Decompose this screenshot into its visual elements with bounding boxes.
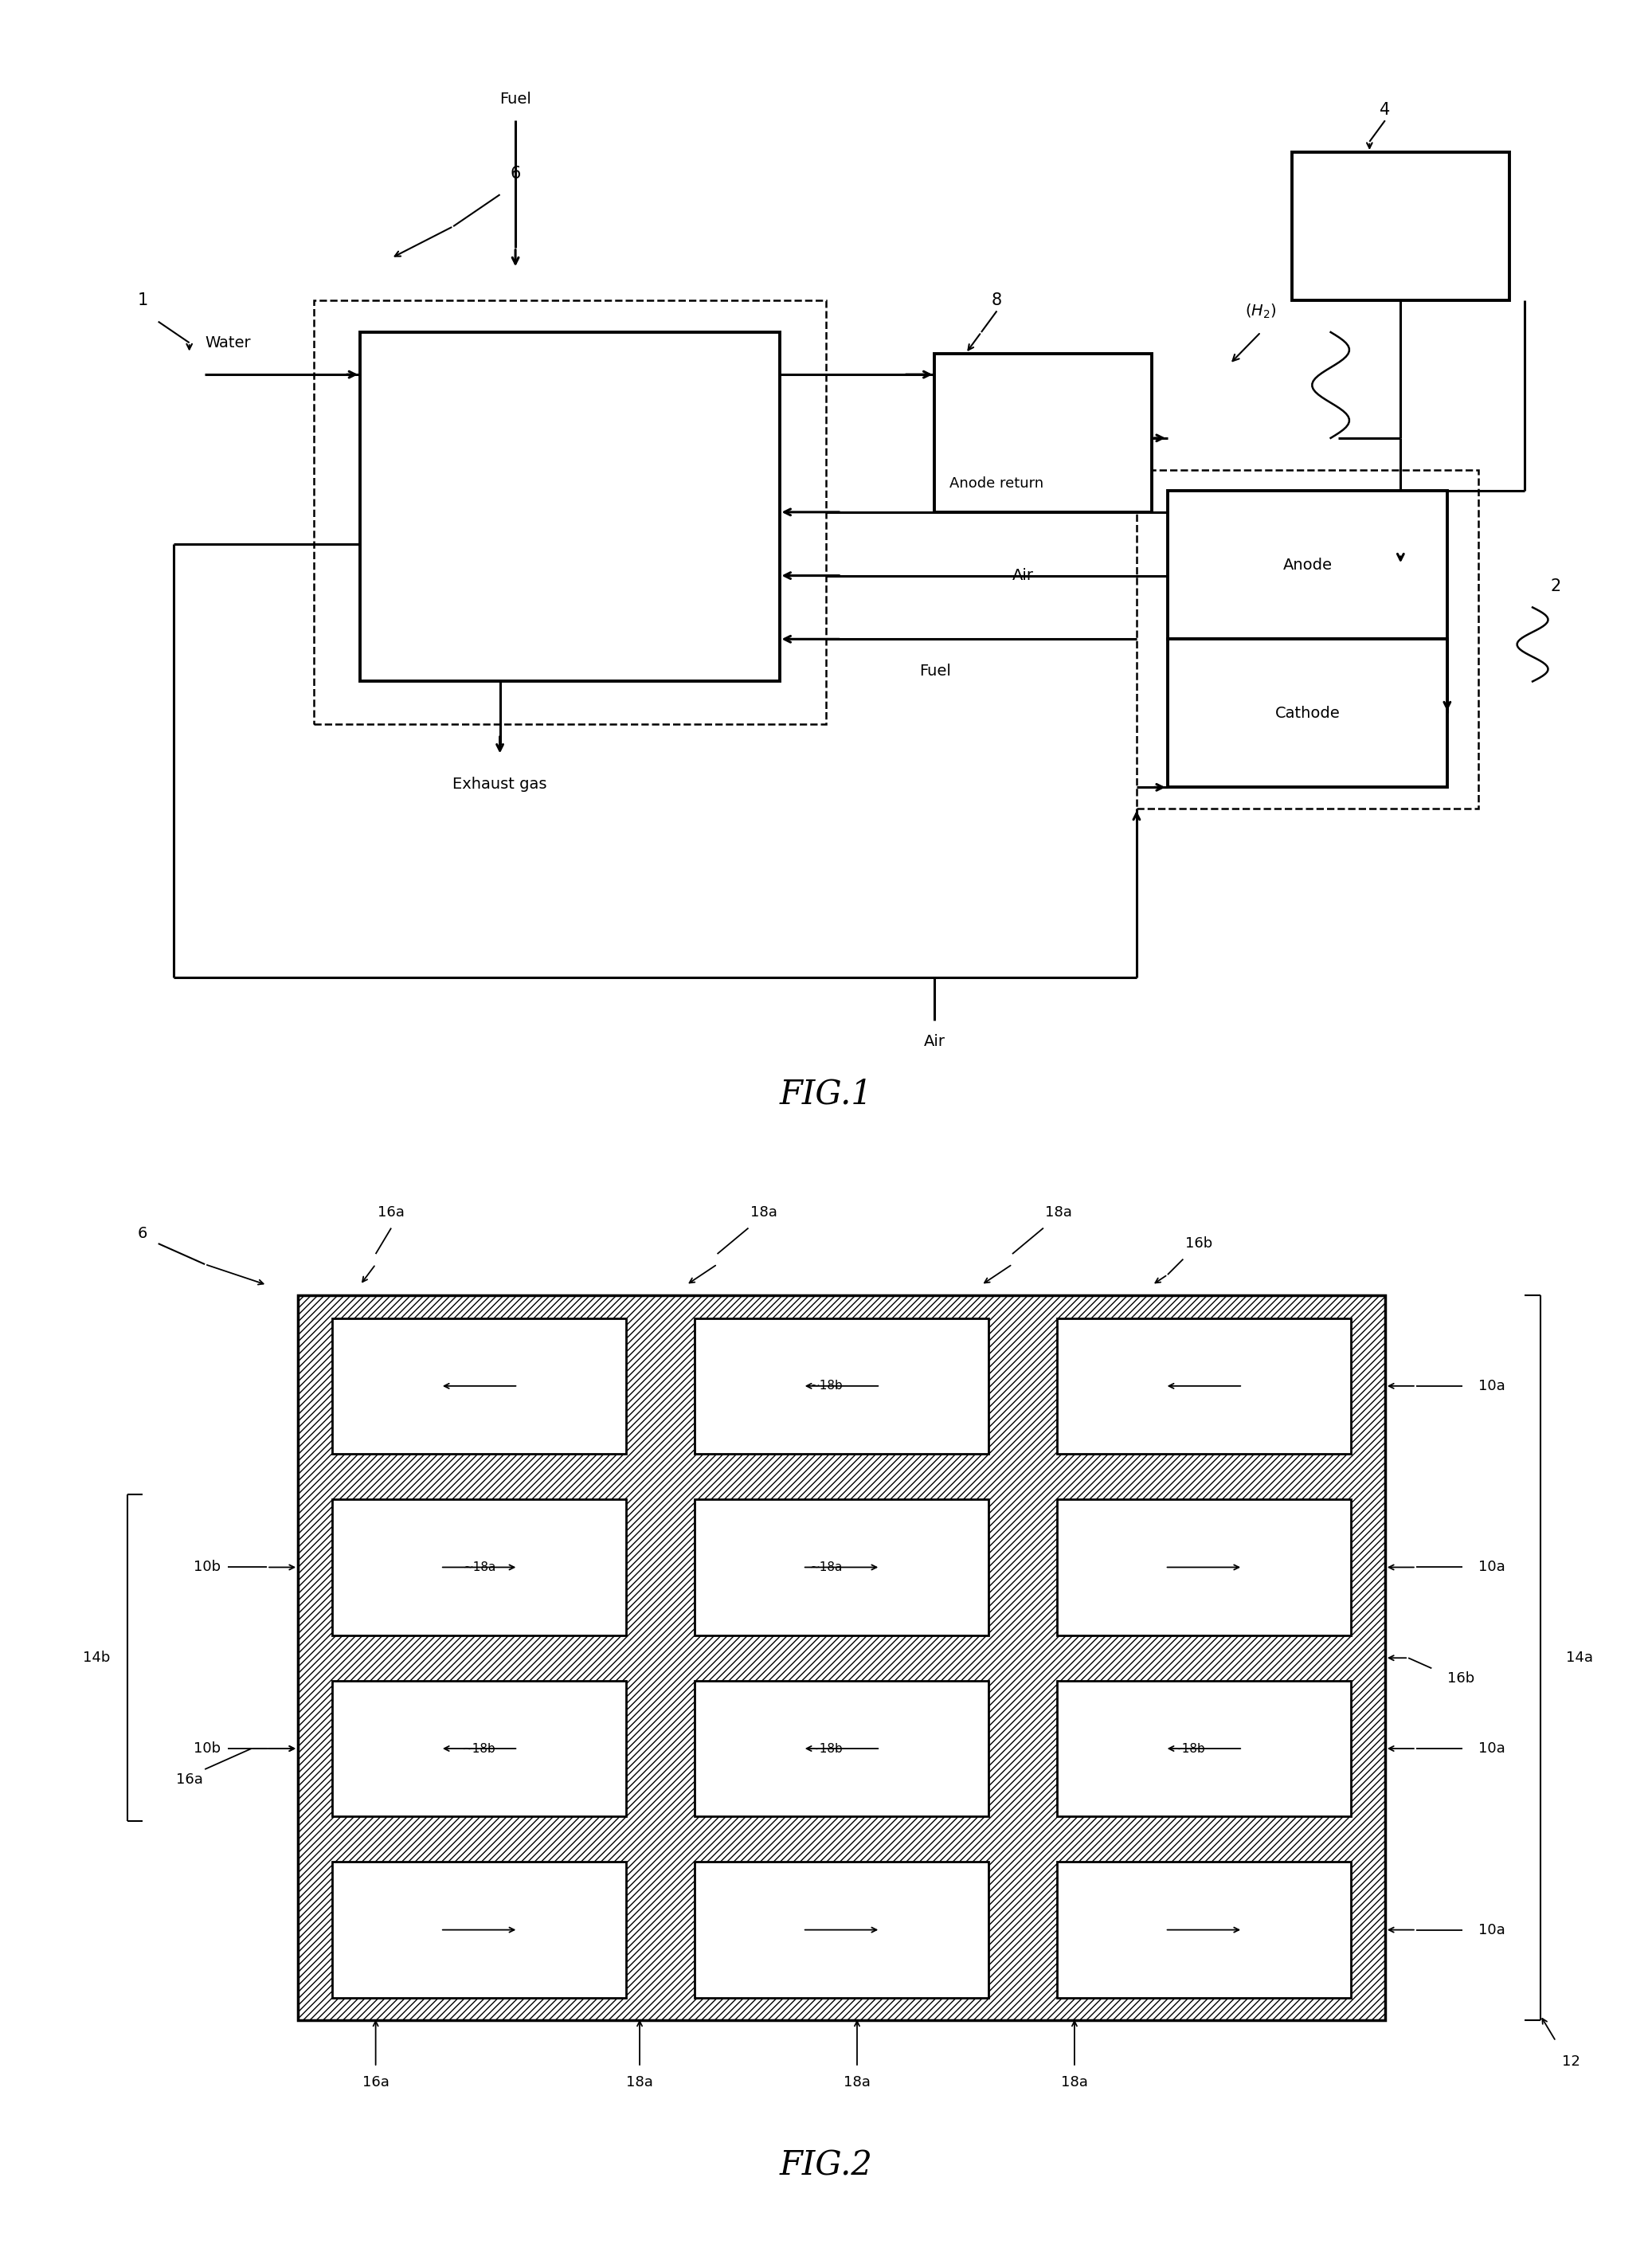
Text: 2: 2 xyxy=(1551,579,1561,595)
Bar xyxy=(1292,153,1510,300)
Bar xyxy=(1168,640,1447,788)
Bar xyxy=(1057,1862,1351,1998)
Text: 10b: 10b xyxy=(193,1561,220,1574)
Text: 10a: 10a xyxy=(1479,1561,1505,1574)
Text: 14a: 14a xyxy=(1566,1651,1593,1664)
Text: 10b: 10b xyxy=(193,1741,220,1757)
Text: 16a: 16a xyxy=(378,1205,405,1221)
Text: ~18a: ~18a xyxy=(809,1561,843,1574)
Text: 14b: 14b xyxy=(83,1651,109,1664)
Bar xyxy=(935,354,1151,511)
Text: 16b: 16b xyxy=(1184,1236,1213,1250)
Bar xyxy=(360,333,780,682)
Text: Water: Water xyxy=(205,336,251,351)
Text: 18a: 18a xyxy=(844,2076,871,2090)
Bar xyxy=(1057,1317,1351,1455)
Text: Fuel: Fuel xyxy=(919,664,952,678)
Bar xyxy=(332,1862,626,1998)
Text: Exhaust gas: Exhaust gas xyxy=(453,777,547,793)
Text: Air: Air xyxy=(1013,568,1034,583)
Bar xyxy=(297,1295,1384,2020)
Text: ~18b: ~18b xyxy=(809,1380,843,1392)
Bar xyxy=(694,1862,988,1998)
Bar xyxy=(297,1295,1384,2020)
Text: 18a: 18a xyxy=(1046,1205,1072,1221)
Bar xyxy=(694,1680,988,1817)
Bar xyxy=(332,1680,626,1817)
Bar xyxy=(314,300,826,723)
Text: Anode: Anode xyxy=(1282,558,1332,572)
Bar xyxy=(1057,1680,1351,1817)
Text: ~18a: ~18a xyxy=(463,1561,496,1574)
Text: 18a: 18a xyxy=(626,2076,653,2090)
Text: Air: Air xyxy=(923,1034,945,1049)
Bar xyxy=(332,1500,626,1635)
Bar xyxy=(332,1317,626,1455)
Text: 18a: 18a xyxy=(1061,2076,1089,2090)
Text: 6: 6 xyxy=(137,1225,147,1241)
Text: FIG.2: FIG.2 xyxy=(780,2148,872,2182)
Text: Fuel: Fuel xyxy=(499,92,532,106)
Bar xyxy=(1168,491,1447,640)
Text: Cathode: Cathode xyxy=(1275,705,1340,721)
Text: 8: 8 xyxy=(991,293,1003,309)
Bar xyxy=(694,1317,988,1455)
Text: 18a: 18a xyxy=(750,1205,778,1221)
Bar xyxy=(1137,471,1479,808)
Text: ~18b: ~18b xyxy=(1171,1743,1204,1754)
Bar xyxy=(694,1500,988,1635)
Text: $(H_2)$: $(H_2)$ xyxy=(1246,302,1277,320)
Text: 1: 1 xyxy=(137,293,149,309)
Text: 16a: 16a xyxy=(175,1772,203,1786)
Text: ~18b: ~18b xyxy=(809,1743,843,1754)
Text: Anode return: Anode return xyxy=(950,477,1044,491)
Text: 16a: 16a xyxy=(362,2076,390,2090)
Bar xyxy=(1057,1500,1351,1635)
Text: 12: 12 xyxy=(1563,2054,1581,2070)
Text: 6: 6 xyxy=(510,164,520,182)
Text: 16b: 16b xyxy=(1447,1671,1475,1687)
Text: 10a: 10a xyxy=(1479,1741,1505,1757)
Text: ~18b: ~18b xyxy=(463,1743,496,1754)
Text: 4: 4 xyxy=(1379,101,1391,117)
Text: 10a: 10a xyxy=(1479,1923,1505,1937)
Text: 10a: 10a xyxy=(1479,1378,1505,1394)
Text: FIG.1: FIG.1 xyxy=(780,1076,872,1110)
